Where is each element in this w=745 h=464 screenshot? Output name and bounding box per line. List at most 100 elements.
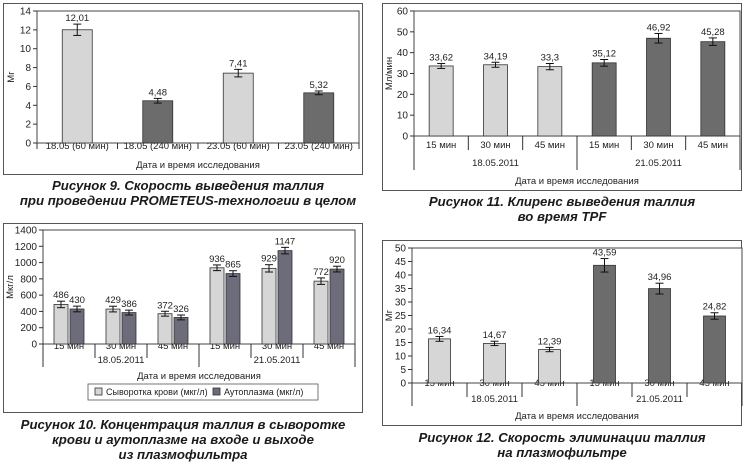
fig11-bar [591, 62, 617, 137]
fig9-xlabel: Дата и время исследования [136, 160, 260, 171]
fig10-ytick-label: 200 [20, 323, 37, 334]
fig12-group-label: 21.05.2011 [636, 394, 683, 405]
fig11-bar [537, 66, 563, 137]
fig10-bar-s1 [69, 308, 85, 345]
figure-9-caption-line-1: Рисунок 9. Скорость выведения таллия [51, 178, 325, 193]
fig12-bar [428, 338, 451, 384]
fig12-ytick-label: 50 [395, 244, 407, 255]
fig12-bar [648, 288, 671, 384]
fig12-ytick-label: 30 [395, 298, 407, 309]
fig10-bar-s1 [277, 250, 293, 345]
fig10-data-label-s0: 936 [209, 254, 225, 265]
figure-9: 0 2 4 6 8 10 12 14 Мг 18.05 (60 мин) 18.05 (240 ми… [3, 3, 363, 175]
fig12-ytick-label: 35 [395, 284, 407, 295]
fig10-data-label-s0: 929 [261, 254, 277, 265]
fig12-data-label: 43,59 [593, 248, 617, 259]
fig11-data-label: 46,92 [647, 22, 671, 33]
fig10-ytick-label: 1200 [15, 242, 38, 253]
fig11-bar [483, 64, 508, 137]
fig10-data-label-s0: 372 [157, 300, 173, 311]
fig10-ytick-label: 0 [31, 340, 37, 351]
fig10-category-label: 15 мин [210, 341, 240, 352]
fig11-ytick-label: 40 [397, 48, 409, 59]
fig11-category-label: 15 мин [589, 140, 619, 151]
fig9-ytick-label: 6 [25, 82, 31, 93]
fig10-category-label: 15 мин [54, 341, 84, 352]
fig11-bar [700, 41, 726, 137]
fig12-plot-area [411, 247, 743, 384]
fig10-data-label-s1: 1147 [275, 236, 295, 247]
fig11-ytick-label: 10 [397, 111, 409, 122]
fig12-data-label: 14,67 [483, 330, 507, 341]
fig9-ytick-label: 2 [25, 120, 31, 131]
fig12-ytick-label: 5 [400, 365, 406, 376]
fig10-data-label-s0: 429 [105, 295, 121, 306]
fig10-bar-s1 [329, 268, 345, 345]
fig12-bar [483, 342, 506, 384]
fig9-ylabel: Мг [6, 71, 17, 83]
fig12-group-label: 18.05.2011 [471, 394, 518, 405]
fig12-ytick-label: 25 [395, 311, 407, 322]
figure-10-caption-line-3: из плазмофильтра [118, 447, 248, 462]
fig10-ylabel: Мкг/л [5, 275, 16, 299]
fig11-bar [428, 65, 454, 137]
figure-11-caption-line-1: Рисунок 11. Клиренс выведения таллия [428, 194, 696, 209]
fig11-ytick-label: 20 [397, 90, 409, 101]
figure-12-caption: Рисунок 12. Скорость элиминации таллия н… [382, 430, 742, 460]
fig12-ytick-label: 10 [395, 352, 407, 363]
fig10-data-label-s1: 430 [69, 295, 85, 306]
fig9-category-label: 18.05 (60 мин) [46, 141, 109, 152]
fig9-ytick-label: 10 [20, 44, 32, 55]
fig9-data-label: 5,32 [310, 80, 329, 91]
fig10-ytick-label: 1400 [15, 226, 38, 237]
fig12-ytick-label: 40 [395, 271, 407, 282]
figure-9-chart: 0 2 4 6 8 10 12 14 Мг 18.05 (60 мин) 18.05 (240 ми… [3, 3, 363, 175]
fig12-bar [703, 315, 726, 384]
fig9-category-label: 23.05 (240 мин) [285, 141, 353, 152]
fig11-data-label: 45,28 [701, 27, 725, 38]
fig10-bar-s1 [121, 312, 137, 345]
fig11-ytick-label: 50 [397, 27, 409, 38]
fig11-ytick-label: 0 [402, 132, 408, 143]
fig10-data-label-s1: 920 [329, 255, 345, 266]
figure-10-chart: 0 200 400 600 800 1000 1200 1400 Мкг/л 15 мин 30 м… [3, 223, 363, 413]
figure-10-caption: Рисунок 10. Концентрация таллия в сыворо… [3, 417, 363, 462]
fig10-bar-s0 [157, 313, 173, 345]
fig10-bar-s1 [173, 317, 189, 345]
fig9-bar [142, 100, 174, 144]
fig10-data-label-s1: 386 [121, 299, 137, 310]
fig11-category-label: 45 мин [535, 140, 565, 151]
fig12-category-label: 30 мин [479, 378, 509, 389]
fig11-category-label: 45 мин [698, 140, 728, 151]
fig9-bar [222, 72, 254, 144]
fig11-ytick-label: 60 [397, 7, 409, 18]
figure-12-chart: 0 5 10 15 20 25 30 35 40 45 50 Мг 15 мин 30 мин 45 мин… [382, 240, 743, 426]
fig10-category-label: 30 мин [262, 341, 292, 352]
fig10-data-label-s0: 772 [313, 267, 329, 278]
fig10-data-label-s1: 865 [225, 260, 241, 271]
fig12-category-label: 30 мин [644, 378, 674, 389]
fig12-data-label: 34,96 [648, 272, 672, 283]
fig10-bar-s0 [209, 267, 225, 345]
figure-10-caption-line-1: Рисунок 10. Концентрация таллия в сыворо… [20, 417, 346, 432]
fig9-data-label: 7,41 [229, 58, 248, 69]
fig9-category-label: 18.05 (240 мин) [124, 141, 192, 152]
figure-9-caption-line-2: при проведении PROMETEUS-технологии в це… [19, 193, 357, 208]
fig10-legend [87, 383, 319, 401]
figure-12-caption-line-1: Рисунок 12. Скорость элиминации таллия [418, 430, 706, 445]
fig10-ytick-label: 400 [20, 307, 37, 318]
fig10-ytick-label: 1000 [15, 258, 38, 269]
fig10-category-label: 30 мин [106, 341, 136, 352]
fig10-bar-s0 [261, 267, 277, 345]
fig12-category-label: 15 мин [424, 378, 454, 389]
fig10-bar-s1 [225, 273, 241, 345]
fig11-group-label: 21.05.2011 [635, 158, 682, 169]
fig11-data-label: 34,19 [484, 51, 508, 62]
fig11-plot-area [413, 10, 741, 137]
fig9-ytick-label: 8 [25, 63, 31, 74]
fig12-category-label: 15 мин [589, 378, 619, 389]
fig10-bar-s0 [53, 304, 69, 345]
fig12-ylabel: Мг [384, 309, 395, 321]
fig10-legend-swatch [212, 387, 221, 396]
figure-11-chart: 0 10 20 30 40 50 60 Мл/мин 15 мин 30 мин 45 мин 15 … [382, 3, 742, 191]
